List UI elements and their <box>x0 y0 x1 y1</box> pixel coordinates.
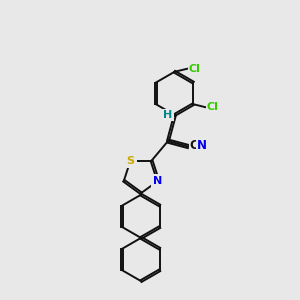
Text: N: N <box>154 176 163 186</box>
Text: S: S <box>126 156 134 166</box>
Text: H: H <box>163 110 172 120</box>
Text: N: N <box>197 140 207 152</box>
Text: Cl: Cl <box>206 102 218 112</box>
Text: Cl: Cl <box>188 64 200 74</box>
Text: C: C <box>190 140 198 152</box>
